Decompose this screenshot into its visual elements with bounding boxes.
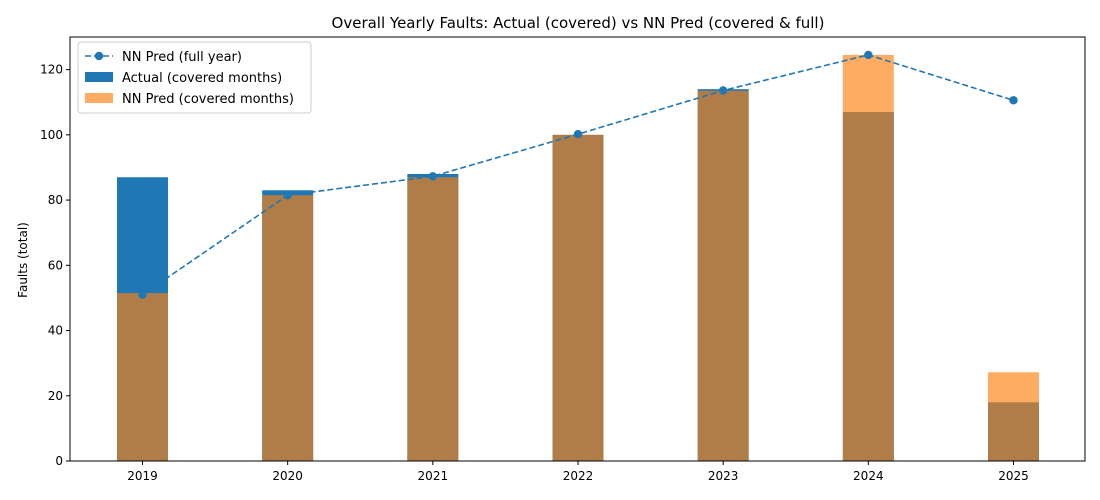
y-tick-label-100: 100 [40, 128, 63, 142]
point-pred-full-2019 [138, 290, 147, 299]
pred-covered-bars [117, 54, 1039, 462]
legend-swatch-actual [85, 72, 113, 82]
point-pred-full-2023 [718, 86, 728, 95]
x-tick-label-2019: 2019 [127, 469, 158, 483]
legend: NN Pred (full year) Actual (covered month… [77, 41, 312, 114]
y-tick-label-40: 40 [48, 324, 63, 338]
pred-full-line [138, 50, 1018, 299]
bar-pred-covered-2021 [407, 177, 459, 461]
bar-pred-covered-2019 [117, 293, 168, 461]
bar-pred-covered-2023 [697, 90, 749, 462]
x-tick-label-2024: 2024 [853, 469, 884, 483]
point-pred-full-2021 [428, 172, 438, 181]
legend-label-pred-covered: NN Pred (covered months) [122, 92, 294, 107]
y-tick-label-60: 60 [48, 258, 63, 272]
bar-pred-covered-2022 [552, 134, 604, 461]
x-tick-label-2021: 2021 [418, 469, 449, 483]
point-pred-full-2025 [1009, 96, 1018, 105]
legend-label-actual: Actual (covered months) [122, 71, 282, 86]
y-tick-label-20: 20 [48, 389, 63, 403]
x-tick-label-2020: 2020 [272, 469, 303, 483]
x-tick-label-2023: 2023 [708, 469, 739, 483]
y-tick-label-120: 120 [40, 63, 63, 77]
axes: 0 20 40 60 80 100 120 2019 2020 2021 2022 2023 2024 2… [40, 36, 1086, 483]
point-pred-full-2024 [864, 50, 873, 60]
point-pred-full-2020 [283, 190, 292, 200]
y-axis-label: Faults (total) [16, 222, 30, 298]
point-pred-full-2022 [573, 129, 583, 139]
legend-marker-pred-full [94, 51, 104, 61]
x-tick-label-2022: 2022 [563, 469, 594, 483]
legend-swatch-pred-covered [85, 93, 113, 103]
bar-pred-covered-2025 [988, 372, 1039, 461]
legend-label-pred-full: NN Pred (full year) [122, 50, 242, 65]
y-tick-label-80: 80 [48, 193, 63, 207]
legend-box [77, 41, 312, 114]
bar-pred-covered-2020 [262, 195, 314, 461]
bar-pred-covered-2024 [842, 54, 894, 461]
x-tick-label-2025: 2025 [998, 469, 1029, 483]
y-tick-label-0: 0 [55, 454, 63, 468]
chart-title: Overall Yearly Faults: Actual (covered) … [332, 14, 825, 32]
